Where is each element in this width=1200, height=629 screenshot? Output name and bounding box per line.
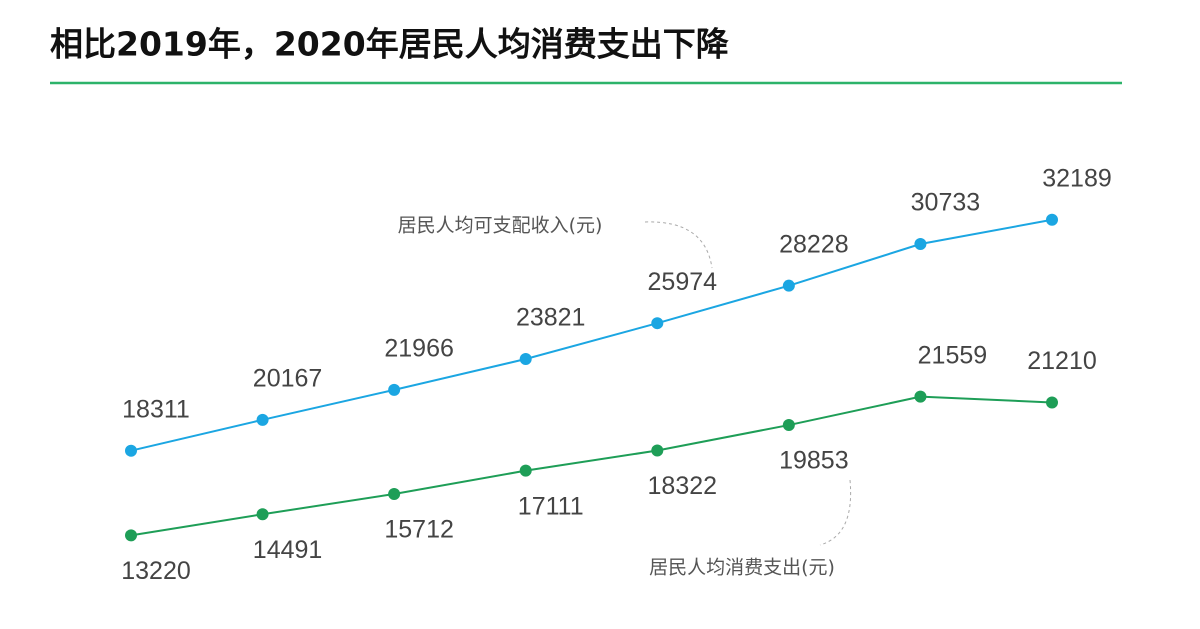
data-point (125, 444, 137, 457)
data-point (914, 238, 927, 251)
series-line (130, 395, 1053, 537)
series-label: 居民人均可支配收入(元) (398, 215, 603, 237)
value-label: 14491 (253, 536, 323, 564)
data-point (651, 444, 664, 457)
value-label: 15712 (384, 516, 454, 544)
value-label: 20167 (253, 364, 323, 392)
data-point (1046, 213, 1058, 226)
value-label: 25974 (648, 268, 718, 296)
value-label: 21966 (384, 334, 454, 362)
data-point (519, 353, 532, 366)
value-label: 13220 (121, 557, 191, 585)
data-point (519, 464, 532, 477)
value-label: 28228 (779, 230, 849, 258)
value-label: 23821 (516, 304, 586, 332)
data-point (914, 390, 927, 403)
data-point (651, 317, 664, 330)
series-line (130, 218, 1053, 452)
data-point (388, 487, 401, 500)
data-point (782, 279, 795, 292)
value-label: 30733 (911, 189, 981, 217)
value-label: 19853 (779, 447, 849, 475)
value-label: 18311 (122, 395, 190, 423)
annotation-leader (644, 221, 713, 269)
value-label: 17111 (518, 492, 584, 520)
data-point (256, 413, 269, 426)
series-label: 居民人均消费支出(元) (649, 557, 835, 579)
data-point (125, 529, 137, 542)
value-label: 18322 (648, 472, 718, 500)
data-point (388, 383, 401, 396)
data-point (1046, 396, 1058, 409)
data-point (782, 419, 795, 432)
data-point (256, 508, 269, 521)
chart-title: 相比2019年，2020年居民人均消费支出下降 (50, 25, 730, 64)
value-label: 21210 (1027, 347, 1097, 375)
value-label: 21559 (918, 341, 988, 369)
value-label: 32189 (1042, 164, 1112, 192)
annotation-leader (819, 479, 852, 546)
